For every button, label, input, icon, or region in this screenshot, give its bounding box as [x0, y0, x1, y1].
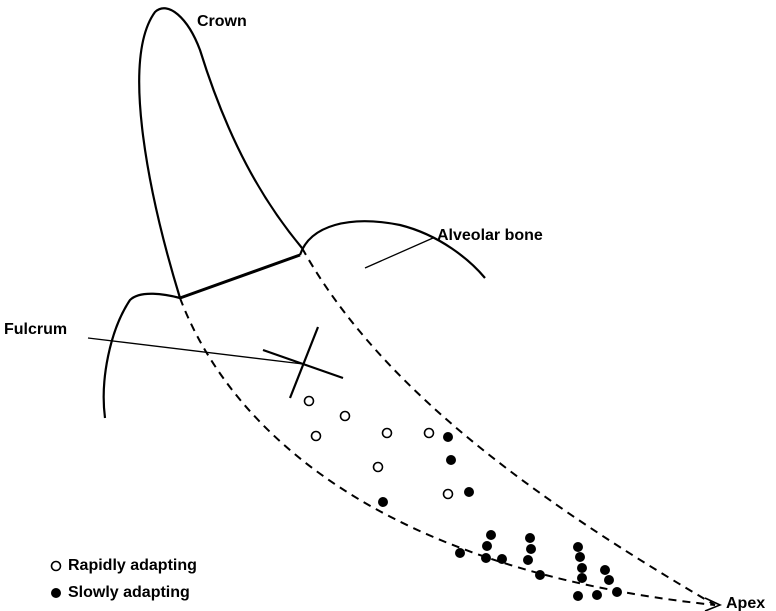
background	[0, 0, 776, 611]
slow-dot	[455, 548, 465, 558]
slow-dot	[497, 554, 507, 564]
slow-dot	[446, 455, 456, 465]
slow-dot	[526, 544, 536, 554]
rapid-dot	[374, 463, 383, 472]
alveolar-bone-label: Alveolar bone	[437, 227, 543, 244]
slow-dot	[482, 541, 492, 551]
rapid-dot	[383, 429, 392, 438]
slow-dot	[464, 487, 474, 497]
slow-dot	[592, 590, 602, 600]
slow-dot	[535, 570, 545, 580]
legend-rapid-marker	[52, 562, 61, 571]
crown-label: Crown	[197, 13, 247, 30]
diagram: Crown Alveolar bone Fulcrum Apex Rapidly…	[0, 0, 776, 611]
slow-dot	[575, 552, 585, 562]
rapid-dot	[444, 490, 453, 499]
slow-dot	[443, 432, 453, 442]
slow-dot	[577, 563, 587, 573]
slow-dot	[604, 575, 614, 585]
apex-label: Apex	[726, 595, 765, 611]
legend-rapid-label: Rapidly adapting	[68, 557, 197, 574]
slow-dot	[600, 565, 610, 575]
rapid-dot	[305, 397, 314, 406]
slow-dot	[486, 530, 496, 540]
slow-dot	[378, 497, 388, 507]
rapid-dot	[425, 429, 434, 438]
slow-dot	[525, 533, 535, 543]
slow-dot	[612, 587, 622, 597]
rapid-dot	[312, 432, 321, 441]
fulcrum-label: Fulcrum	[4, 321, 67, 338]
slow-dot	[573, 591, 583, 601]
slow-dot	[523, 555, 533, 565]
slow-dot	[481, 553, 491, 563]
rapid-dot	[341, 412, 350, 421]
legend-slow-label: Slowly adapting	[68, 584, 190, 601]
slow-dot	[573, 542, 583, 552]
slow-dot	[577, 573, 587, 583]
legend-slow-marker	[51, 588, 61, 598]
